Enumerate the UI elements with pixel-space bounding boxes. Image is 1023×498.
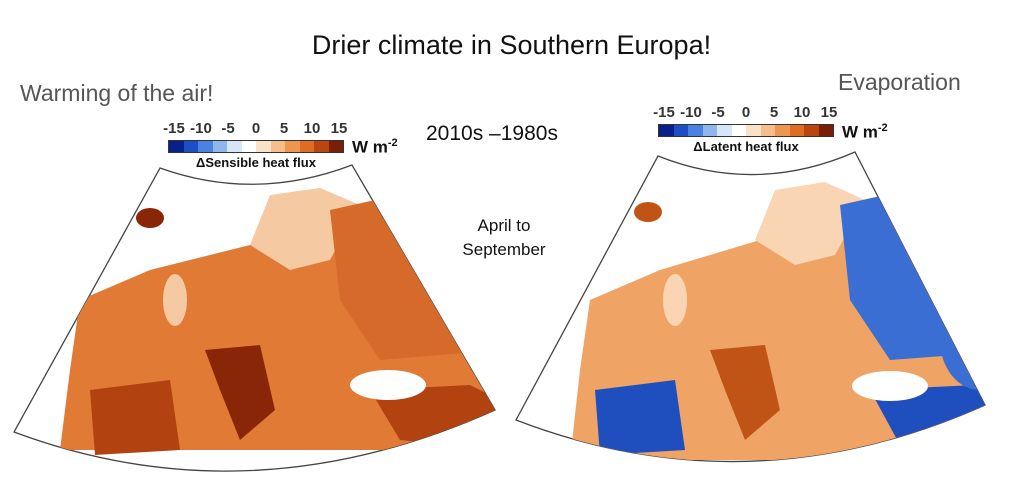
unit-text: W m xyxy=(352,137,388,157)
colorbar-swatch xyxy=(673,125,688,136)
land-italy xyxy=(205,345,275,440)
period-label: 2010s –1980s xyxy=(426,122,558,145)
black-sea xyxy=(852,371,928,401)
colorbar-tick: 15 xyxy=(820,104,838,121)
sensible-unit-label: W m-2 xyxy=(352,137,398,158)
land-britain xyxy=(163,274,187,326)
unit-exponent: -2 xyxy=(387,137,398,149)
colorbar-swatch xyxy=(285,141,300,152)
colorbar-swatch xyxy=(212,141,227,152)
colorbar-swatch xyxy=(270,141,285,152)
land-iceland xyxy=(136,208,164,228)
sensible-heat-flux-map xyxy=(13,164,496,472)
colorbar-swatch xyxy=(183,141,198,152)
colorbar-swatch xyxy=(760,125,775,136)
sensible-colorbar: -15 -10 -5 0 5 10 15 ΔSensible heat flux xyxy=(163,120,347,170)
colorbar-tick: 0 xyxy=(741,104,751,121)
land-iceland xyxy=(634,202,662,222)
colorbar-swatch xyxy=(241,141,256,152)
colorbar-swatch xyxy=(688,125,703,136)
colorbar-tick: 5 xyxy=(279,120,289,137)
unit-exponent: -2 xyxy=(877,122,888,134)
colorbar-tick: -15 xyxy=(653,104,675,121)
land-iberia xyxy=(90,380,180,455)
land-scandinavia xyxy=(250,188,360,270)
colorbar-swatch xyxy=(256,141,271,152)
land-iberia xyxy=(595,380,685,455)
colorbar-swatch xyxy=(169,141,184,152)
land-britain xyxy=(663,274,687,326)
left-panel-heading: Warming of the air! xyxy=(20,80,214,106)
season-line-1: April to xyxy=(477,216,531,235)
season-label: April to September xyxy=(448,214,560,262)
latent-colorbar-gradient xyxy=(658,124,834,137)
colorbar-swatch xyxy=(198,141,213,152)
colorbar-swatch xyxy=(328,141,343,152)
sensible-colorbar-ticks: -15 -10 -5 0 5 10 15 xyxy=(163,120,347,140)
latent-colorbar-ticks: -15 -10 -5 0 5 10 15 xyxy=(653,104,837,124)
colorbar-tick: -15 xyxy=(163,120,185,137)
slide-title: Drier climate in Southern Europa! xyxy=(311,30,712,60)
colorbar-tick: -5 xyxy=(221,120,235,137)
colorbar-swatch xyxy=(659,125,674,136)
colorbar-swatch xyxy=(702,125,717,136)
land-italy xyxy=(710,345,780,440)
colorbar-swatch xyxy=(804,125,819,136)
colorbar-tick: -10 xyxy=(680,104,702,121)
black-sea xyxy=(350,370,426,400)
season-line-2: September xyxy=(462,240,546,259)
colorbar-swatch xyxy=(746,125,761,136)
unit-text: W m xyxy=(842,122,878,142)
land-scandinavia xyxy=(755,182,865,265)
colorbar-tick: 15 xyxy=(330,120,348,137)
colorbar-tick: 10 xyxy=(303,120,321,137)
colorbar-tick: -5 xyxy=(711,104,725,121)
colorbar-swatch xyxy=(789,125,804,136)
colorbar-swatch xyxy=(818,125,833,136)
colorbar-swatch xyxy=(717,125,732,136)
latent-colorbar-label: ΔLatent heat flux xyxy=(693,139,799,154)
colorbar-swatch xyxy=(775,125,790,136)
colorbar-tick: 0 xyxy=(251,120,261,137)
sensible-colorbar-gradient xyxy=(168,140,344,153)
colorbar-swatch xyxy=(731,125,746,136)
latent-colorbar: -15 -10 -5 0 5 10 15 ΔLatent heat flux xyxy=(653,104,837,154)
colorbar-swatch xyxy=(314,141,329,152)
latent-heat-flux-map xyxy=(515,151,986,463)
colorbar-tick: -10 xyxy=(190,120,212,137)
colorbar-swatch xyxy=(227,141,242,152)
latent-unit-label: W m-2 xyxy=(842,122,888,143)
colorbar-tick: 5 xyxy=(769,104,779,121)
right-panel-heading: Evaporation xyxy=(838,69,961,95)
sensible-land xyxy=(60,188,495,455)
sensible-colorbar-label: ΔSensible heat flux xyxy=(196,155,316,170)
colorbar-tick: 10 xyxy=(793,104,811,121)
colorbar-swatch xyxy=(299,141,314,152)
